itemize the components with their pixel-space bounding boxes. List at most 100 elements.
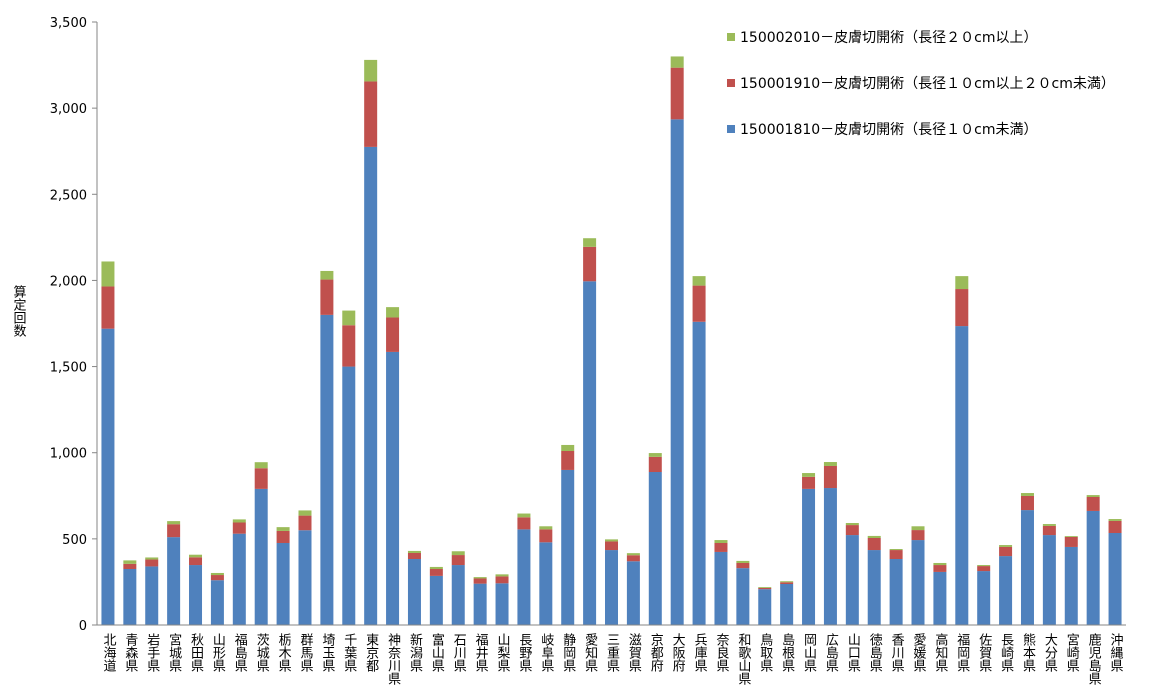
bar-segment	[670, 119, 684, 625]
x-tick-label: 香川県	[889, 633, 905, 672]
bar-segment	[1086, 495, 1100, 497]
bar-segment	[889, 549, 903, 551]
bar-segment	[1020, 495, 1034, 511]
legend-label: 150002010－皮膚切開術（長径２０cm以上）	[740, 30, 1038, 46]
bar-segment	[758, 589, 772, 625]
legend-swatch	[727, 79, 735, 87]
bar-segment	[1042, 535, 1056, 625]
bar-segment	[955, 289, 969, 327]
bar-segment	[145, 566, 159, 625]
bar-segment	[451, 565, 465, 625]
bar-segment	[210, 580, 224, 625]
bar-segment	[911, 540, 925, 625]
x-tick-label: 宮崎県	[1064, 632, 1080, 672]
bar-segment	[692, 321, 706, 625]
x-tick-label: 沖縄県	[1108, 633, 1124, 672]
legend-label: 150001810－皮膚切開術（長径１０cm未満）	[740, 122, 1038, 138]
bar-segment	[210, 575, 224, 581]
bar-segment	[845, 525, 859, 536]
bar-segment	[626, 555, 640, 562]
y-tick-label: 0	[79, 619, 87, 634]
bar-segment	[123, 563, 137, 570]
bar-segment	[429, 569, 443, 576]
bar-segment	[473, 578, 487, 584]
x-tick-label: 東京都	[363, 632, 379, 672]
bar-segment	[626, 553, 640, 556]
bar-segment	[254, 462, 268, 469]
x-tick-label: 埼玉県	[319, 633, 335, 672]
bar-segment	[648, 453, 662, 457]
bar-segment	[407, 552, 421, 560]
x-tick-label: 山形県	[210, 633, 226, 672]
bar-segment	[780, 581, 794, 583]
x-tick-label: 和歌山県	[735, 633, 751, 685]
y-tick-label: 500	[62, 533, 87, 548]
bar-segment	[407, 550, 421, 553]
bar-segment	[342, 366, 356, 625]
x-tick-label: 鳥取県	[757, 633, 773, 672]
bar-segment	[977, 566, 991, 572]
bar-segment	[407, 559, 421, 625]
x-tick-label: 熊本県	[1020, 632, 1036, 672]
x-tick-label: 青森県	[122, 633, 138, 672]
bar-segment	[189, 557, 203, 566]
bar-segment	[101, 328, 115, 625]
x-tick-label: 秋田県	[188, 633, 204, 672]
bar-segment	[386, 351, 400, 625]
bar-segment	[692, 285, 706, 322]
legend-label: 150001910－皮膚切開術（長径１０cm以上２０cm未満）	[740, 76, 1115, 92]
bar-segment	[605, 539, 618, 542]
bar-segment	[1064, 536, 1078, 547]
bar-segment	[845, 535, 859, 625]
bar-segment	[429, 566, 443, 570]
bar-segment	[911, 526, 925, 531]
bar-segment	[101, 261, 115, 287]
x-tick-label: 大分県	[1042, 633, 1058, 672]
bar-segment	[823, 465, 837, 489]
bar-segment	[1108, 532, 1122, 625]
x-tick-label: 岐阜県	[538, 633, 554, 672]
bar-segment	[451, 551, 465, 556]
legend-swatch	[727, 33, 735, 41]
y-tick-label: 2,000	[50, 274, 87, 289]
x-tick-label: 滋賀県	[626, 633, 642, 672]
x-tick-label: 広島県	[823, 633, 839, 672]
x-tick-label: 北海道	[100, 633, 116, 672]
bar-segment	[232, 519, 246, 523]
bar-segment	[1064, 546, 1078, 625]
bar-segment	[758, 587, 772, 590]
bar-segment	[889, 550, 903, 560]
x-tick-label: 福島県	[232, 633, 248, 672]
bar-segment	[714, 551, 728, 625]
bar-segment	[626, 561, 640, 625]
bar-segment	[1086, 496, 1100, 511]
bar-segment	[495, 574, 509, 577]
x-tick-label: 高知県	[932, 632, 948, 672]
y-axis-label: 算定回数	[11, 285, 27, 337]
bar-segment	[933, 565, 947, 572]
bar-segment	[670, 56, 684, 68]
bar-segment	[386, 307, 400, 318]
bar-segment	[254, 468, 268, 489]
bar-segment	[167, 537, 181, 625]
bar-segment	[298, 510, 312, 516]
bar-segment	[473, 583, 487, 625]
bar-segment	[977, 565, 991, 567]
x-tick-label: 新潟県	[407, 632, 423, 672]
bar-segment	[210, 572, 224, 576]
x-tick-label: 長崎県	[998, 633, 1014, 672]
x-tick-label: 千葉県	[341, 633, 357, 672]
bar-segment	[320, 270, 334, 280]
x-tick-label: 山口県	[845, 633, 861, 672]
bar-segment	[276, 527, 290, 531]
bar-segment	[780, 583, 794, 625]
legend-swatch	[727, 125, 735, 133]
bar-segment	[933, 562, 947, 566]
bar-segment	[605, 541, 618, 551]
x-tick-label: 鹿児島県	[1086, 632, 1102, 685]
bar-segment	[1108, 520, 1122, 533]
y-tick-label: 1,500	[50, 361, 87, 376]
bar-segment	[933, 571, 947, 625]
bar-segment	[977, 571, 991, 625]
bar-segment	[101, 286, 115, 329]
